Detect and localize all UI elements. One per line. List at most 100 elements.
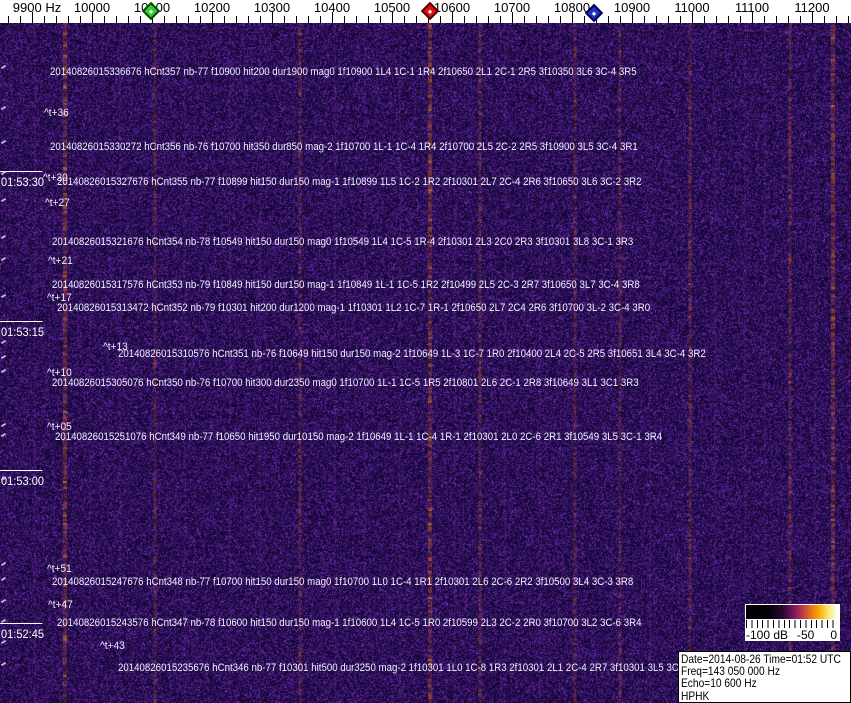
db-max-label: 0 — [830, 628, 837, 642]
event-line: 20140826015317576 hCnt353 nb-79 f10849 h… — [52, 279, 640, 291]
axis-minor-tick — [776, 16, 777, 23]
axis-minor-tick — [644, 16, 645, 23]
axis-minor-tick — [68, 16, 69, 23]
edge-tick-mark — [0, 139, 7, 145]
axis-minor-tick — [464, 16, 465, 23]
edge-tick-mark — [0, 234, 7, 240]
event-time-offset: ^t+30 — [43, 172, 68, 184]
axis-minor-tick — [536, 16, 537, 23]
axis-minor-tick — [404, 16, 405, 23]
event-line: 20140826015321676 hCnt354 nb-78 f10549 h… — [52, 236, 634, 248]
axis-label: 10800 — [553, 0, 591, 15]
event-time-offset: ^t+10 — [47, 367, 72, 379]
event-time-offset: ^t+51 — [47, 563, 72, 575]
axis-minor-tick — [224, 16, 225, 23]
axis-minor-tick — [380, 16, 381, 23]
axis-minor-tick — [656, 16, 657, 23]
event-line: 20140826015235676 hCnt346 nb-77 f10301 h… — [118, 662, 679, 674]
time-label: 01:53:00 — [0, 470, 44, 488]
event-line: 20140826015310576 hCnt351 nb-76 f10649 h… — [118, 348, 706, 360]
event-time-offset: ^t+43 — [100, 640, 125, 652]
axis-minor-tick — [416, 16, 417, 23]
axis-minor-tick — [716, 16, 717, 23]
axis-label: 11200 — [794, 0, 830, 15]
axis-major-tick — [272, 12, 273, 23]
axis-minor-tick — [44, 16, 45, 23]
axis-minor-tick — [236, 16, 237, 23]
event-line: 20140826015330272 hCnt356 nb-76 f10700 h… — [50, 141, 638, 153]
edge-tick-mark — [0, 293, 7, 299]
db-mid-label: -50 — [797, 628, 815, 642]
event-line: 20140826015313472 hCnt352 nb-79 f10301 h… — [57, 302, 651, 314]
axis-minor-tick — [248, 16, 249, 23]
info-echo: Echo=10 600 Hz — [681, 676, 757, 691]
axis-major-tick — [512, 12, 513, 23]
db-scale-panel: -100 dB -50 0 — [745, 604, 840, 642]
edge-tick-mark — [0, 598, 7, 604]
axis-label: 10500 — [373, 0, 411, 15]
axis-minor-tick — [788, 16, 789, 23]
axis-minor-tick — [140, 16, 141, 23]
axis-minor-tick — [8, 16, 9, 23]
edge-tick-mark — [0, 661, 7, 667]
edge-tick-mark — [0, 64, 7, 70]
event-time-offset: ^t+27 — [45, 197, 70, 209]
axis-major-tick — [92, 12, 93, 23]
axis-minor-tick — [368, 16, 369, 23]
event-line: 20140826015243576 hCnt347 nb-78 f10600 h… — [57, 617, 642, 629]
frequency-axis: 9900 Hz100001010010200103001040010500106… — [0, 0, 851, 23]
edge-tick-mark — [0, 576, 7, 582]
axis-minor-tick — [728, 16, 729, 23]
event-time-offset: ^t+05 — [47, 421, 72, 433]
axis-label: 10400 — [313, 0, 351, 15]
event-time-offset: ^t+36 — [44, 107, 69, 119]
axis-minor-tick — [500, 16, 501, 23]
event-time-offset: ^t+47 — [48, 599, 73, 611]
axis-label: 11100 — [734, 0, 770, 15]
axis-minor-tick — [308, 16, 309, 23]
axis-major-tick — [332, 12, 333, 23]
axis-major-tick — [572, 12, 573, 23]
axis-minor-tick — [704, 16, 705, 23]
axis-minor-tick — [164, 16, 165, 23]
event-line: 20140826015327676 hCnt355 nb-77 f10899 h… — [57, 176, 642, 188]
time-label: 01:53:30 — [0, 171, 44, 189]
axis-minor-tick — [584, 16, 585, 23]
axis-minor-tick — [200, 16, 201, 23]
axis-minor-tick — [320, 16, 321, 23]
event-time-offset: ^t+13 — [103, 341, 128, 353]
axis-minor-tick — [356, 16, 357, 23]
axis-major-tick — [812, 12, 813, 23]
info-frequency: Freq=143 050 000 Hz — [681, 664, 780, 679]
axis-label: 10600 — [433, 0, 471, 15]
axis-minor-tick — [80, 16, 81, 23]
edge-tick-mark — [0, 422, 7, 428]
axis-minor-tick — [476, 16, 477, 23]
axis-major-tick — [452, 12, 453, 23]
edge-tick-mark — [0, 639, 7, 645]
axis-minor-tick — [524, 16, 525, 23]
axis-major-tick — [32, 12, 33, 23]
spectrogram-canvas — [0, 23, 851, 703]
axis-minor-tick — [740, 16, 741, 23]
axis-minor-tick — [800, 16, 801, 23]
edge-tick-mark — [0, 368, 7, 374]
axis-minor-tick — [764, 16, 765, 23]
axis-minor-tick — [20, 16, 21, 23]
db-min-label: -100 dB — [746, 628, 789, 642]
info-date-time: Date=2014-08-26 Time=01:52 UTC — [681, 652, 841, 666]
axis-label: 10900 — [613, 0, 651, 15]
axis-major-tick — [632, 12, 633, 23]
axis-minor-tick — [344, 16, 345, 23]
axis-minor-tick — [836, 16, 837, 23]
axis-label: 9900 Hz — [12, 0, 62, 15]
axis-minor-tick — [284, 16, 285, 23]
axis-major-tick — [212, 12, 213, 23]
event-line: 20140826015305076 hCnt350 nb-76 f10700 h… — [52, 377, 639, 389]
axis-minor-tick — [668, 16, 669, 23]
axis-minor-tick — [848, 16, 849, 23]
axis-major-tick — [692, 12, 693, 23]
edge-tick-mark — [0, 197, 7, 203]
edge-tick-mark — [0, 105, 7, 111]
